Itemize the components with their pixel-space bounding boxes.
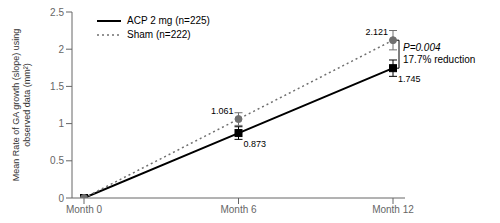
svg-text:observed data (mm²): observed data (mm²) [22, 63, 32, 147]
svg-text:17.7% reduction: 17.7% reduction [403, 54, 475, 65]
svg-text:Month 0: Month 0 [66, 204, 103, 215]
svg-text:1.061: 1.061 [211, 106, 234, 116]
svg-text:0.873: 0.873 [244, 139, 267, 149]
html-text:ACP 2 mg (n=225): ACP 2 mg (n=225) [127, 15, 210, 26]
svg-text:0: 0 [58, 193, 64, 204]
svg-text:1: 1 [58, 118, 64, 129]
svg-text:Mean Rate of GA growth (slope): Mean Rate of GA growth (slope) using [11, 29, 21, 182]
svg-text:1.5: 1.5 [50, 81, 64, 92]
svg-text:P=0.004: P=0.004 [403, 42, 441, 53]
svg-text:Month 6: Month 6 [220, 204, 257, 215]
svg-text:2: 2 [58, 44, 64, 55]
svg-text:Month 12: Month 12 [372, 204, 414, 215]
svg-text:2.5: 2.5 [50, 7, 64, 18]
svg-text:1.745: 1.745 [398, 74, 421, 84]
svg-text:2.121: 2.121 [365, 27, 388, 37]
html-text:Sham (n=222): Sham (n=222) [127, 29, 191, 40]
svg-text:0.5: 0.5 [50, 155, 64, 166]
